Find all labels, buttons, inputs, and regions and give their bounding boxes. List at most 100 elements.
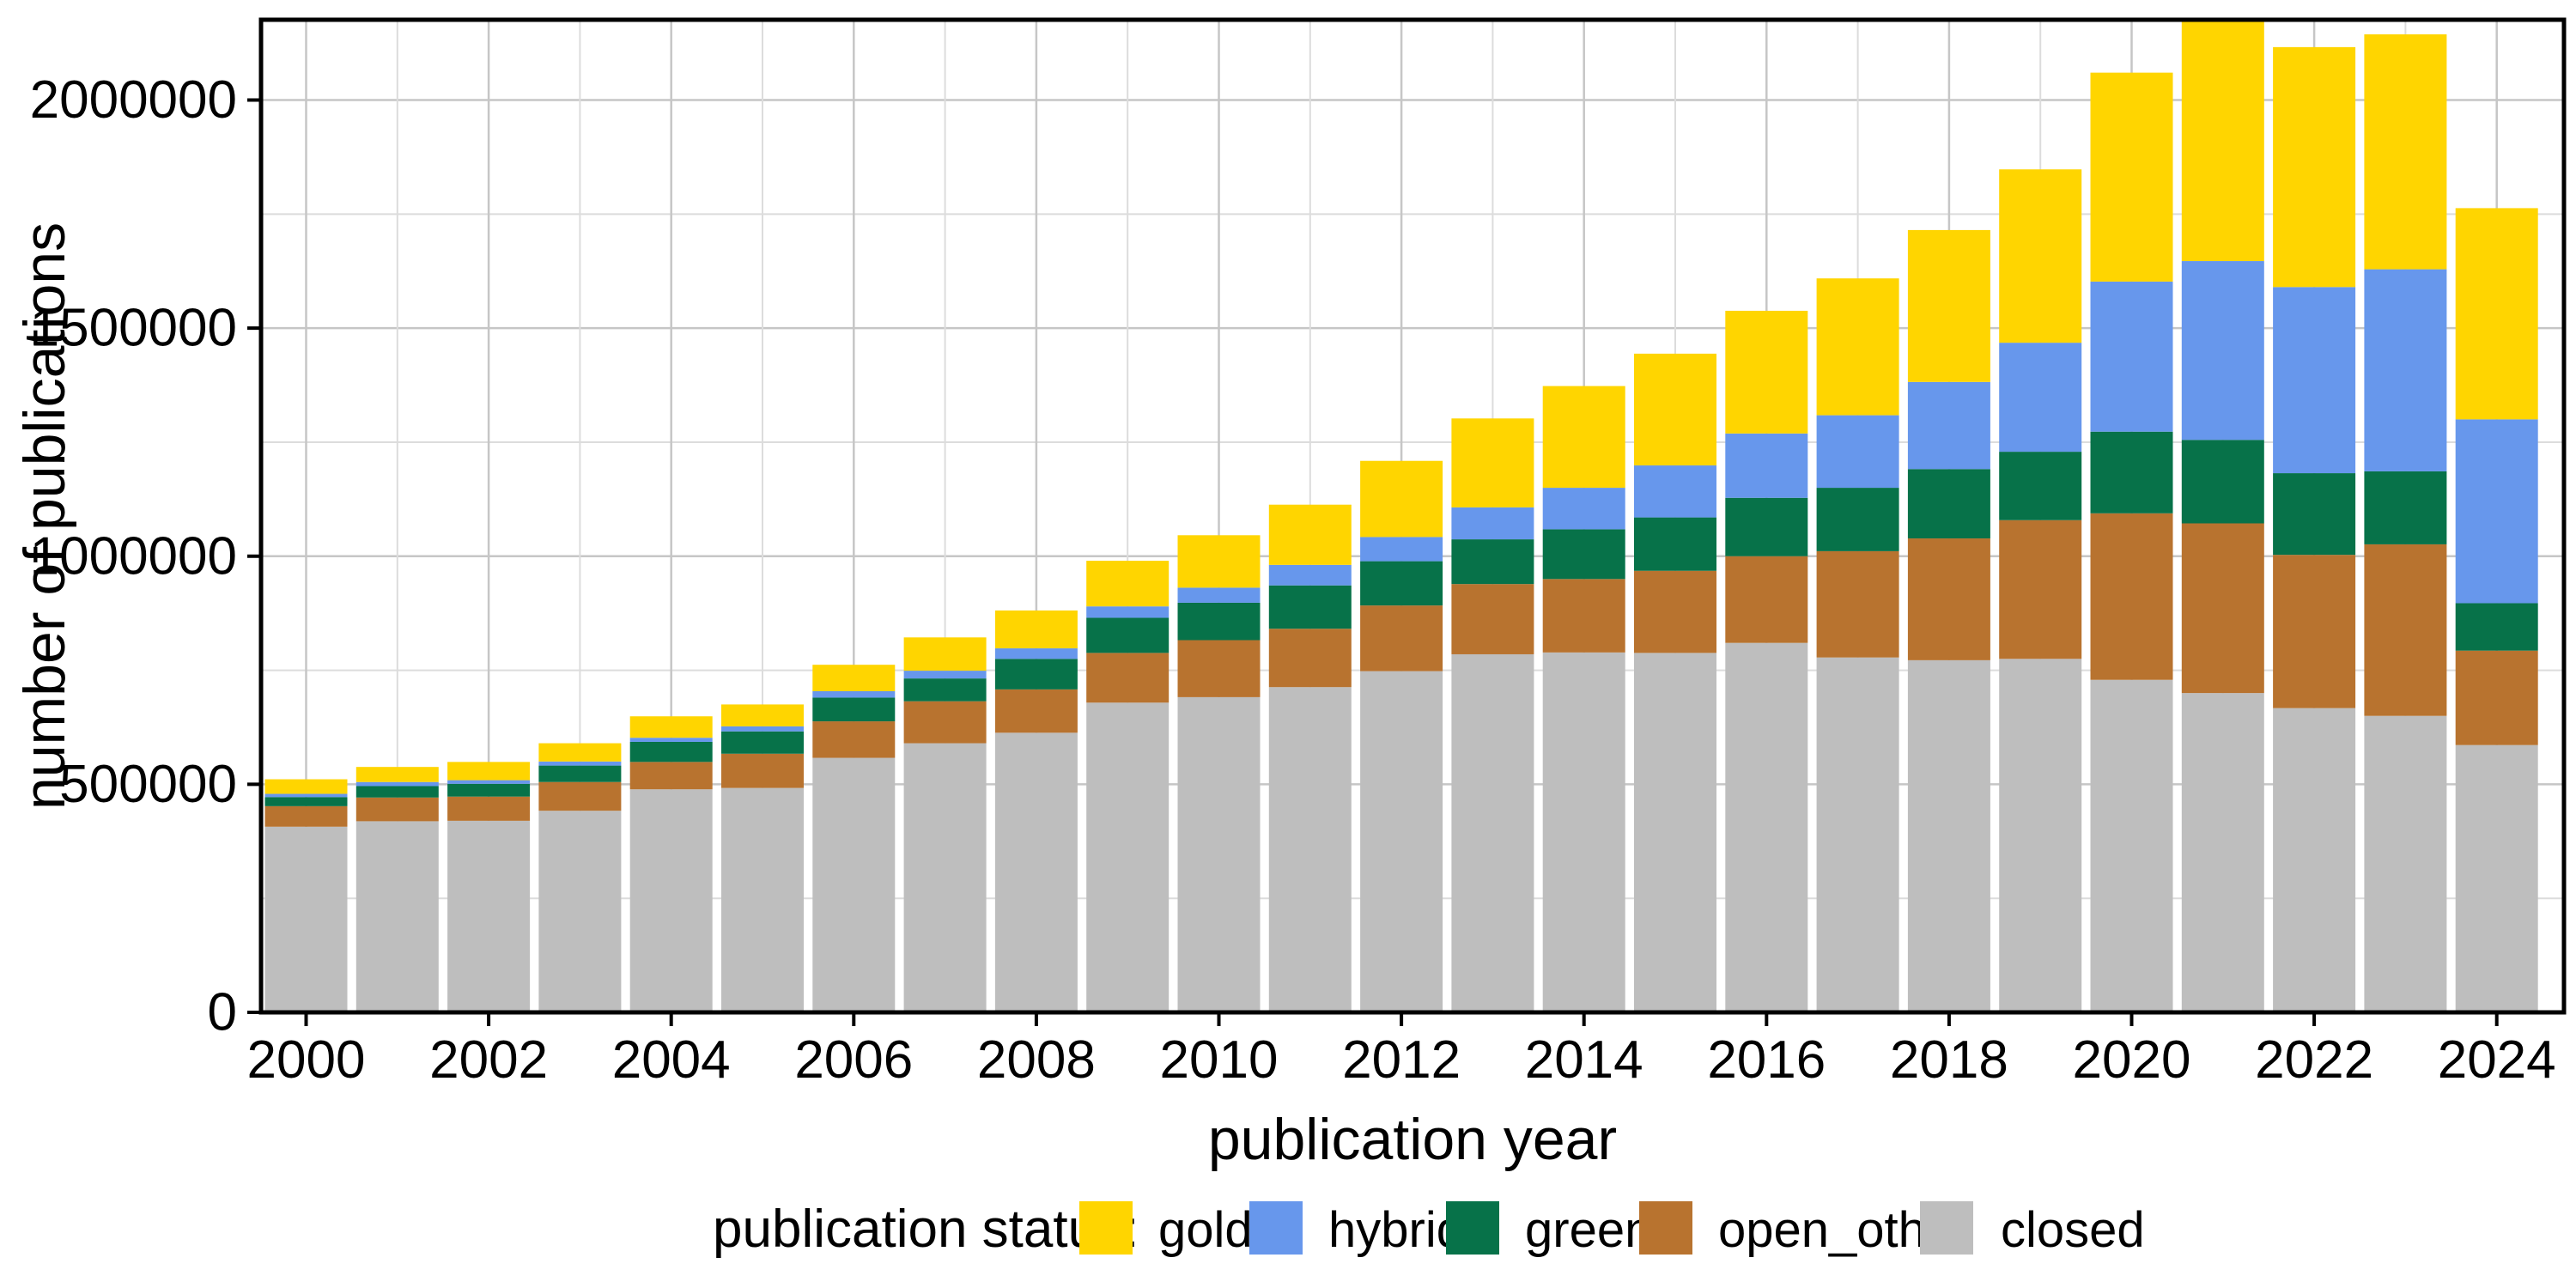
bar-segment-green [1634, 517, 1716, 571]
bar-segment-green [2181, 440, 2264, 524]
y-axis-title: number of publications [12, 222, 77, 810]
bar-segment-closed [1451, 653, 1534, 1012]
y-tick-label: 1000000 [30, 526, 237, 586]
bar-segment-hybrid [1268, 564, 1352, 586]
bar-segment-open_other [721, 753, 804, 788]
bar-segment-closed [2364, 715, 2447, 1012]
bar-segment-green [1177, 602, 1261, 641]
bar-segment-closed [264, 826, 348, 1012]
bar-segment-open_other [1177, 640, 1261, 697]
bar-segment-gold [903, 637, 987, 671]
x-tick-label: 2000 [247, 1030, 366, 1090]
bar-segment-hybrid [629, 738, 713, 742]
bar-2011 [1268, 504, 1352, 1012]
x-tick-label: 2014 [1525, 1030, 1643, 1090]
bar-segment-gold [812, 665, 896, 691]
bar-2016 [1725, 310, 1808, 1012]
bar-segment-open_other [2090, 513, 2173, 680]
legend-key-open_other [1639, 1201, 1692, 1255]
bar-segment-green [1907, 469, 1990, 539]
bar-segment-closed [1268, 687, 1352, 1012]
bar-segment-open_other [2364, 544, 2447, 716]
bar-segment-gold [1634, 353, 1716, 466]
bar-segment-hybrid [2181, 261, 2264, 440]
bar-2009 [1086, 561, 1170, 1012]
bar-segment-closed [1360, 671, 1443, 1012]
bar-segment-hybrid [2090, 281, 2173, 432]
bar-segment-closed [1086, 702, 1170, 1012]
bar-segment-green [1086, 617, 1170, 653]
bar-segment-open_other [1999, 519, 2082, 659]
bar-2024 [2455, 208, 2538, 1012]
bar-segment-hybrid [1360, 537, 1443, 562]
x-tick-label: 2012 [1342, 1030, 1461, 1090]
bar-segment-green [1816, 488, 1899, 551]
bar-segment-open_other [903, 701, 987, 744]
bar-2000 [264, 779, 348, 1012]
bar-segment-hybrid [1634, 465, 1716, 518]
bar-2004 [629, 716, 713, 1012]
x-tick-label: 2010 [1160, 1030, 1279, 1090]
bar-segment-hybrid [1816, 415, 1899, 489]
bar-segment-green [1451, 539, 1534, 585]
x-tick-label: 2018 [1890, 1030, 2008, 1090]
bar-2002 [447, 762, 531, 1012]
bar-2001 [355, 767, 439, 1012]
bar-segment-green [2273, 473, 2356, 556]
x-tick-label: 2002 [429, 1030, 548, 1090]
bar-segment-open_other [1816, 550, 1899, 658]
legend-key-gold [1079, 1201, 1133, 1255]
legend-label-gold: gold [1158, 1202, 1253, 1258]
bar-segment-green [264, 797, 348, 806]
bar-2012 [1360, 460, 1443, 1012]
bar-segment-green [2455, 603, 2538, 651]
bar-segment-green [812, 697, 896, 722]
bar-segment-open_other [994, 689, 1078, 733]
bar-2022 [2273, 46, 2356, 1012]
bar-segment-closed [538, 811, 622, 1012]
bar-2020 [2090, 72, 2173, 1012]
bar-segment-open_other [629, 762, 713, 790]
bar-segment-green [1360, 561, 1443, 606]
bar-segment-gold [1360, 460, 1443, 538]
bar-segment-closed [1634, 653, 1716, 1012]
bar-segment-closed [903, 743, 987, 1012]
x-tick-label: 2004 [612, 1030, 731, 1090]
bar-segment-open_other [447, 796, 531, 821]
bar-2018 [1907, 229, 1990, 1012]
bar-segment-closed [812, 757, 896, 1012]
bar-segment-hybrid [2455, 419, 2538, 604]
bar-segment-closed [1177, 696, 1261, 1012]
bar-segment-gold [264, 779, 348, 794]
axis-labels: 0 500000 1000000 1500000 2000000 2000 2002 2004… [12, 70, 2556, 1172]
bar-segment-closed [629, 789, 713, 1012]
bar-segment-hybrid [1542, 488, 1625, 530]
bar-segment-gold [538, 743, 622, 762]
bar-segment-green [1268, 585, 1352, 629]
bar-segment-open_other [264, 805, 348, 827]
bar-segment-closed [2090, 679, 2173, 1012]
bar-segment-open_other [538, 781, 622, 811]
x-axis-title: publication year [1208, 1107, 1617, 1172]
bar-segment-gold [2455, 208, 2538, 420]
legend-title: publication status: [713, 1200, 1139, 1259]
y-tick-label: 1500000 [30, 299, 237, 358]
bar-segment-gold [994, 610, 1078, 649]
bar-2013 [1451, 418, 1534, 1012]
bar-segment-gold [2364, 34, 2447, 270]
bar-segment-hybrid [1999, 343, 2082, 453]
bar-segment-gold [1451, 418, 1534, 507]
x-tick-label: 2006 [794, 1030, 913, 1090]
bar-segment-open_other [2273, 555, 2356, 708]
bar-segment-gold [1542, 386, 1625, 489]
bar-segment-green [447, 783, 531, 797]
bars [264, 20, 2538, 1012]
legend-label-closed: closed [2001, 1202, 2145, 1258]
bar-segment-gold [721, 704, 804, 726]
bar-segment-closed [721, 787, 804, 1012]
x-tick-label: 2020 [2073, 1030, 2191, 1090]
bar-segment-open_other [1725, 556, 1808, 643]
bar-segment-open_other [2455, 650, 2538, 745]
